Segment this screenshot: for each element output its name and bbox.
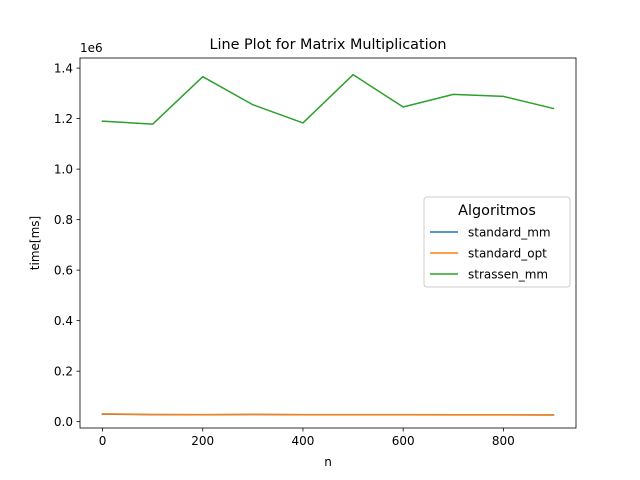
legend-label-strassen-mm: strassen_mm [468, 267, 548, 281]
x-tick-label: 600 [392, 434, 415, 448]
y-tick-label: 1.0 [54, 162, 73, 176]
x-tick-label: 400 [291, 434, 314, 448]
plot-frame [79, 57, 577, 429]
legend-label-standard-mm: standard_mm [468, 225, 551, 239]
y-tick-label: 0.8 [54, 213, 73, 227]
y-tick-label: 1.2 [54, 112, 73, 126]
y-axis-label: time[ms] [28, 216, 42, 270]
x-tick-label: 0 [99, 434, 107, 448]
chart-title: Line Plot for Matrix Multiplication [209, 37, 446, 53]
series-line-standard-opt [101, 413, 555, 416]
y-tick-label: 0.0 [54, 415, 73, 429]
y-tick-label: 1.4 [54, 61, 73, 75]
y-offset-label: 1e6 [80, 41, 103, 55]
x-axis-label: n [324, 455, 332, 469]
series-lines [101, 73, 555, 416]
x-tick-label: 800 [492, 434, 515, 448]
y-tick-label: 0.4 [54, 314, 73, 328]
y-tick-label: 0.2 [54, 364, 73, 378]
legend-box [423, 196, 571, 288]
legend-label-standard-opt: standard_opt [468, 246, 547, 260]
legend: Algoritmos standard_mm standard_optstrass… [423, 196, 571, 288]
axis-ticks: 0 200 400 600 800 0.0 0.2 0.4 0.6 0.8 1.0 1.2 1.4 [54, 61, 515, 448]
legend-title: Algoritmos [458, 203, 536, 219]
series-line-strassen-mm [101, 73, 555, 125]
y-tick-label: 0.6 [54, 263, 73, 277]
x-tick-label: 200 [191, 434, 214, 448]
